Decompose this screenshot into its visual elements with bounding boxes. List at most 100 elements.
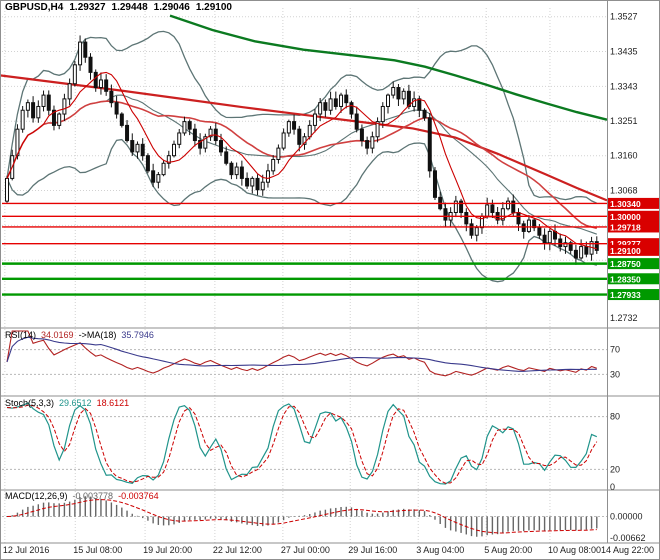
macd-histogram-bar xyxy=(580,516,582,530)
price-pane xyxy=(0,14,608,296)
candle-body xyxy=(333,98,338,107)
macd-histogram-bar xyxy=(439,516,441,524)
macd-histogram-bar xyxy=(481,516,483,537)
candle-body xyxy=(125,124,130,142)
candle-body xyxy=(36,105,41,119)
macd-histogram-bar xyxy=(402,508,405,517)
resistance-price-box-label: 1.30340 xyxy=(610,199,641,209)
macd-histogram-bar xyxy=(215,516,217,519)
price-axis-label: 1.3068 xyxy=(610,186,638,196)
macd-histogram-bar xyxy=(335,507,337,517)
stoch-name: Stoch(5,3,3) xyxy=(5,398,55,408)
macd-histogram-bar xyxy=(528,516,530,531)
candle-body xyxy=(568,242,573,251)
macd-histogram-bar xyxy=(11,515,13,517)
time-axis-label: 29 Jul 16:00 xyxy=(348,545,397,555)
price-axis-label: 1.3160 xyxy=(610,151,638,161)
candle-body xyxy=(443,208,448,221)
macd-histogram-bar xyxy=(355,508,358,517)
macd-histogram-bar xyxy=(157,516,160,525)
candle-body xyxy=(563,242,568,248)
macd-histogram-bar xyxy=(100,498,102,517)
macd-histogram-bar xyxy=(68,501,71,517)
macd-histogram-bar xyxy=(21,509,24,517)
price-axis-label: 1.2732 xyxy=(610,313,638,323)
macd-histogram-bar xyxy=(434,516,436,520)
macd-histogram-bar xyxy=(282,516,285,521)
macd-histogram-bar xyxy=(533,516,535,531)
macd-histogram-bar xyxy=(319,510,321,517)
macd-histogram-bar xyxy=(63,502,66,517)
candle-body xyxy=(464,211,469,225)
candle-body xyxy=(500,208,505,221)
green-ma-line xyxy=(169,14,608,121)
candle-body xyxy=(349,102,354,115)
time-axis[interactable]: 12 Jul 2016 15 Jul 08:00 19 Jul 20:00 22 Ju… xyxy=(3,545,654,555)
candle-body xyxy=(109,90,114,104)
ohlc-low: 1.29046 xyxy=(153,2,190,13)
candle-body xyxy=(375,121,380,138)
macd-histogram-bar xyxy=(429,515,431,517)
macd-histogram-bar xyxy=(162,516,165,526)
rsi-axis-label: 30 xyxy=(610,369,620,379)
macd-histogram-bar xyxy=(408,509,410,517)
macd-histogram-bar xyxy=(115,504,118,517)
stoch-pane-label: Stoch(5,3,3) 29.6512 18.6121 xyxy=(5,398,129,408)
candle-body xyxy=(135,143,140,153)
macd-histogram-bar xyxy=(314,512,316,517)
candle-body xyxy=(354,113,359,130)
macd-histogram-bar xyxy=(183,516,186,522)
stoch-value: 29.6512 xyxy=(59,398,92,408)
macd-histogram-bar xyxy=(84,496,86,517)
macd-histogram-bar xyxy=(517,516,520,531)
bollinger-upper-line xyxy=(6,30,598,204)
candle-body xyxy=(151,170,156,183)
candle-body xyxy=(203,136,208,149)
price-axis-label: 1.3435 xyxy=(610,47,638,57)
candle-body xyxy=(250,177,255,187)
candle-body xyxy=(57,113,62,126)
candle-body xyxy=(542,234,547,244)
macd-histogram-bar xyxy=(256,516,259,526)
macd-histogram-bar xyxy=(465,516,467,535)
candle-body xyxy=(140,143,145,157)
stoch-axis-label: 0 xyxy=(610,482,615,492)
macd-histogram-bar xyxy=(126,510,128,517)
macd-histogram-bar xyxy=(225,516,227,521)
candle-body xyxy=(46,94,51,111)
macd-histogram-bar xyxy=(168,516,170,526)
resistance-price-box xyxy=(608,221,659,233)
macd-pane xyxy=(2,496,607,537)
macd-histogram-bar xyxy=(262,516,264,527)
macd-histogram-bar xyxy=(89,496,92,517)
macd-histogram-bar xyxy=(392,509,394,517)
stoch-main-line xyxy=(6,402,598,485)
time-axis-label: 12 Jul 2016 xyxy=(3,545,50,555)
candle-body xyxy=(292,121,297,130)
macd-histogram-bar xyxy=(309,514,311,517)
macd-histogram-bar xyxy=(288,516,290,518)
candle-body xyxy=(286,121,291,134)
candle-body xyxy=(396,87,401,100)
macd-histogram-bar xyxy=(361,510,363,517)
candle-body xyxy=(208,128,213,138)
macd-histogram-bar xyxy=(204,516,207,520)
candle-body xyxy=(297,128,302,145)
mid-red-ma-line xyxy=(6,100,598,230)
macd-histogram-bar xyxy=(491,516,494,535)
candle-body xyxy=(573,249,578,259)
macd-signal-line xyxy=(6,499,597,534)
candle-body xyxy=(526,219,531,232)
current-price-box-label: 1.29100 xyxy=(610,246,641,256)
macd-histogram-bar xyxy=(131,513,133,517)
candle-body xyxy=(114,102,119,115)
macd-histogram-bar xyxy=(246,516,248,525)
support-price-box xyxy=(608,273,659,285)
rsi-pane-label: RSI(14) 34.0169 ->MA(18) 35.7946 xyxy=(5,330,154,340)
candle-body xyxy=(427,117,432,172)
macd-histogram-bar xyxy=(147,516,149,521)
price-axis-label: 1.3251 xyxy=(610,116,638,126)
macd-histogram-bar xyxy=(449,516,452,531)
macd-histogram-bar xyxy=(79,497,81,517)
